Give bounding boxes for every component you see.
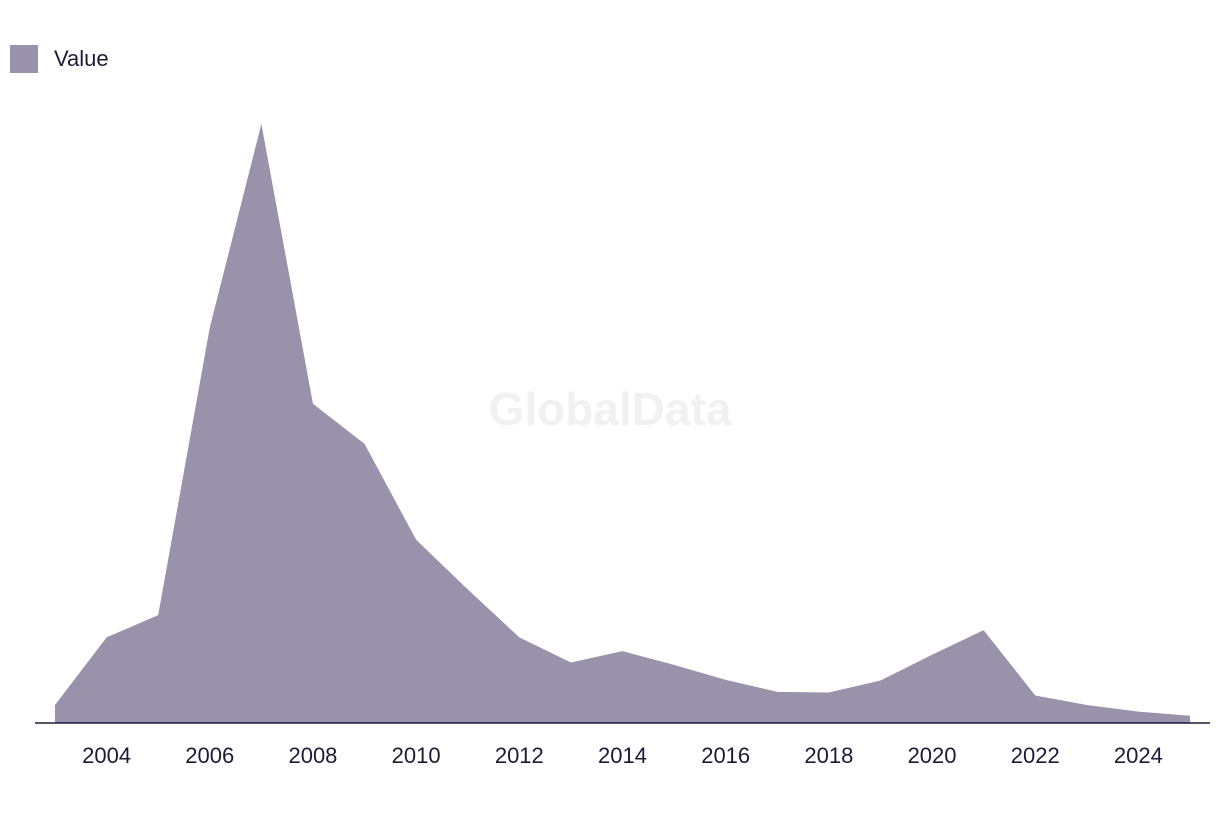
plot-area <box>52 121 1193 723</box>
data-point <box>620 648 626 654</box>
x-tick-label: 2010 <box>392 743 441 768</box>
data-point <box>1084 702 1090 708</box>
series-area-0 <box>55 124 1190 723</box>
x-tick-label: 2020 <box>908 743 957 768</box>
data-point <box>258 121 264 127</box>
data-point <box>516 634 522 640</box>
data-point <box>929 652 935 658</box>
legend-label: Value <box>54 46 109 71</box>
data-point <box>1187 713 1193 719</box>
data-point <box>155 612 161 618</box>
x-axis-ticks: 2004 2006 2008 2010 2012 2014 2016 2018 2020 2022… <box>82 743 1163 768</box>
data-point <box>774 689 780 695</box>
x-tick-label: 2008 <box>288 743 337 768</box>
watermark: GlobalData <box>489 383 732 435</box>
x-tick-label: 2022 <box>1011 743 1060 768</box>
x-tick-label: 2012 <box>495 743 544 768</box>
data-point <box>465 586 471 592</box>
data-point <box>413 537 419 543</box>
x-tick-label: 2024 <box>1114 743 1163 768</box>
data-point <box>826 689 832 695</box>
data-point <box>52 702 58 708</box>
x-tick-label: 2018 <box>804 743 853 768</box>
data-point <box>723 677 729 683</box>
data-point <box>310 401 316 407</box>
legend-swatch <box>10 45 38 73</box>
data-point <box>1032 692 1038 698</box>
data-point <box>207 325 213 331</box>
data-point <box>877 677 883 683</box>
data-point <box>981 627 987 633</box>
data-point <box>671 662 677 668</box>
data-point <box>568 660 574 666</box>
data-point <box>362 441 368 447</box>
x-tick-label: 2004 <box>82 743 131 768</box>
x-tick-label: 2014 <box>598 743 647 768</box>
legend: Value <box>10 45 109 73</box>
x-tick-label: 2016 <box>701 743 750 768</box>
data-point <box>1135 709 1141 715</box>
x-tick-label: 2006 <box>185 743 234 768</box>
data-point <box>104 634 110 640</box>
